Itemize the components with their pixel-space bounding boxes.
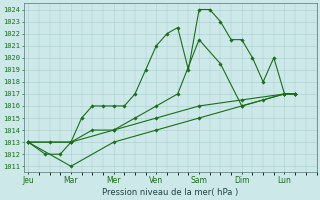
X-axis label: Pression niveau de la mer( hPa ): Pression niveau de la mer( hPa ) xyxy=(102,188,238,197)
